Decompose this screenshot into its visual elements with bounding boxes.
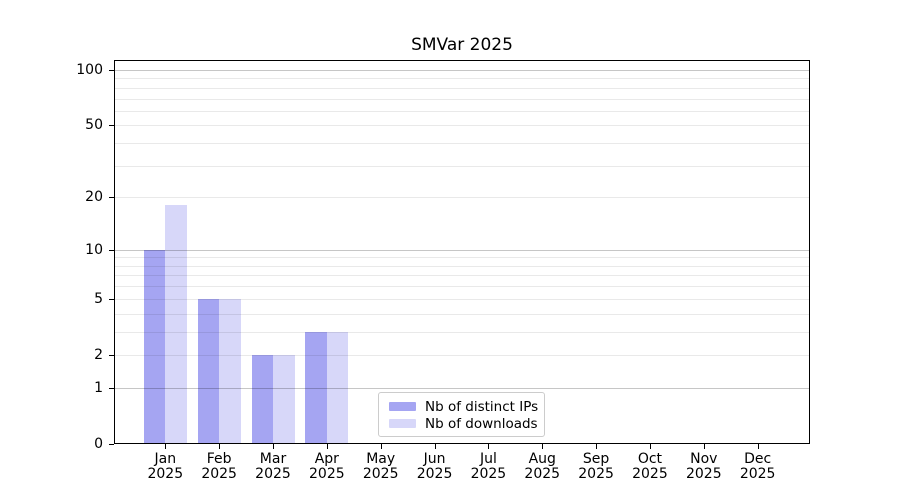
- legend-swatch-distinct-ips: [389, 402, 416, 411]
- minor-gridline-4: [115, 313, 809, 315]
- legend-row-distinct-ips: Nb of distinct IPs: [389, 398, 544, 415]
- bar-downloads-jan: [165, 205, 187, 443]
- minor-gridline-90: [115, 78, 809, 80]
- y-tick-label-100: 100: [76, 61, 103, 78]
- y-tick-mark-2: [109, 354, 114, 356]
- y-tick-label-0: 0: [94, 436, 103, 452]
- major-gridline-10: [115, 249, 809, 251]
- y-tick-mark-5: [109, 298, 114, 300]
- y-tick-label-50: 50: [85, 117, 103, 134]
- minor-gridline-50: [115, 125, 809, 127]
- bar-downloads-mar: [273, 354, 295, 443]
- x-tick-mark-jun: [434, 444, 436, 449]
- legend: Nb of distinct IPs Nb of downloads: [378, 392, 545, 437]
- x-tick-label-nov: Nov 2025: [685, 451, 722, 482]
- x-tick-mark-mar: [273, 444, 274, 449]
- y-tick-mark-100: [109, 69, 114, 71]
- plot-area: [114, 60, 810, 444]
- x-tick-label-jun: Jun 2025: [416, 451, 453, 482]
- x-tick-label-aug: Aug 2025: [524, 451, 561, 482]
- minor-gridline-30: [115, 165, 809, 167]
- x-tick-label-mar: Mar 2025: [255, 451, 291, 482]
- x-tick-mark-oct: [649, 444, 651, 449]
- x-tick-mark-may: [380, 444, 382, 449]
- minor-gridline-60: [115, 110, 809, 112]
- bar-downloads-feb: [219, 298, 241, 443]
- x-tick-mark-jan: [165, 444, 167, 449]
- legend-label-distinct-ips: Nb of distinct IPs: [425, 398, 539, 415]
- x-tick-mark-apr: [326, 444, 328, 449]
- chart-title: SMVar 2025: [411, 35, 513, 55]
- x-tick-label-may: May 2025: [362, 451, 399, 482]
- minor-gridline-20: [115, 197, 809, 199]
- minor-gridline-2: [115, 354, 809, 356]
- x-tick-label-jul: Jul 2025: [470, 451, 507, 482]
- minor-gridline-5: [115, 298, 809, 300]
- minor-gridline-6: [115, 286, 809, 288]
- y-tick-label-2: 2: [94, 346, 103, 363]
- minor-gridline-80: [115, 87, 809, 89]
- y-tick-mark-0: [109, 444, 114, 445]
- y-tick-label-20: 20: [85, 189, 103, 206]
- x-tick-label-sep: Sep 2025: [578, 451, 614, 482]
- bar-downloads-apr: [326, 331, 349, 443]
- bar-distinct-ips-apr: [305, 331, 327, 443]
- bar-distinct-ips-mar: [251, 354, 273, 443]
- legend-row-downloads: Nb of downloads: [389, 415, 544, 432]
- legend-swatch-downloads: [389, 419, 416, 428]
- x-tick-label-feb: Feb 2025: [201, 451, 237, 482]
- y-tick-label-5: 5: [94, 290, 103, 307]
- y-tick-mark-50: [109, 125, 114, 127]
- bar-distinct-ips-feb: [197, 298, 220, 443]
- y-tick-mark-1: [109, 387, 114, 389]
- x-tick-mark-jul: [488, 444, 490, 449]
- x-tick-label-dec: Dec 2025: [739, 451, 776, 482]
- minor-gridline-7: [115, 275, 809, 277]
- x-tick-mark-nov: [703, 444, 705, 449]
- x-tick-mark-feb: [219, 444, 221, 449]
- x-tick-mark-sep: [596, 444, 598, 449]
- minor-gridline-8: [115, 265, 809, 267]
- minor-gridline-70: [115, 98, 809, 100]
- x-tick-label-oct: Oct 2025: [632, 451, 668, 482]
- y-tick-mark-20: [109, 197, 114, 199]
- x-tick-mark-dec: [757, 444, 759, 449]
- x-tick-label-apr: Apr 2025: [309, 451, 345, 482]
- y-tick-label-10: 10: [85, 241, 103, 258]
- minor-gridline-3: [115, 331, 809, 333]
- y-tick-label-1: 1: [94, 379, 103, 396]
- y-tick-mark-10: [109, 249, 114, 251]
- x-tick-label-jan: Jan 2025: [147, 451, 184, 482]
- minor-gridline-40: [115, 143, 809, 145]
- bar-distinct-ips-jan: [143, 249, 166, 443]
- x-tick-mark-aug: [542, 444, 544, 449]
- minor-gridline-9: [115, 257, 809, 259]
- legend-label-downloads: Nb of downloads: [425, 415, 538, 432]
- major-gridline-100: [115, 69, 809, 71]
- major-gridline-1: [115, 387, 809, 389]
